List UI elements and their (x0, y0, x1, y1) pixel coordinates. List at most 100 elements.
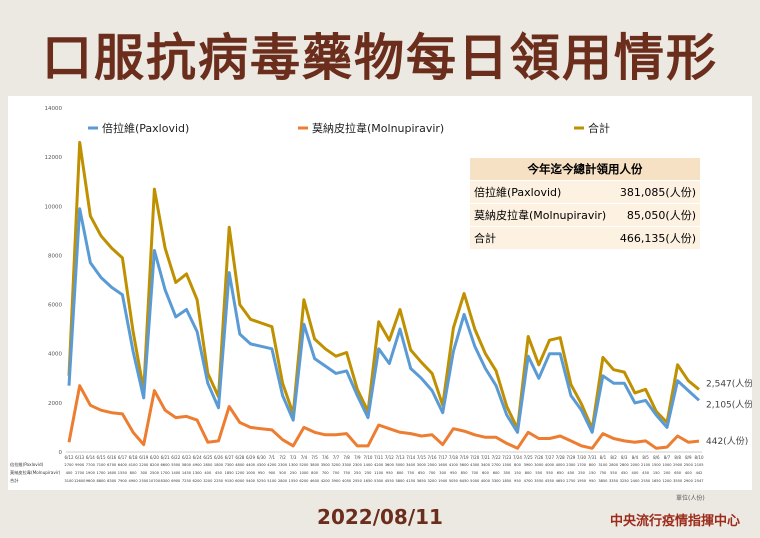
x-tick-label: 7/11 (374, 455, 383, 460)
table-cell: 2800 (203, 463, 213, 467)
x-tick-label: 7/13 (396, 455, 405, 460)
x-tick-label: 8/2 (610, 455, 617, 460)
table-cell: 5100 (267, 479, 277, 483)
table-cell: 1100 (374, 471, 384, 475)
table-cell: 3200 (427, 479, 437, 483)
report-date: 2022/08/11 (317, 505, 443, 529)
table-cell: 150 (653, 471, 661, 475)
table-cell: 900 (268, 471, 276, 475)
x-tick-label: 7/2 (279, 455, 286, 460)
table-row-label: 倍拉維(Paxlovid) (10, 461, 44, 468)
table-cell: 4300 (257, 463, 267, 467)
x-tick-label: 8/7 (664, 455, 671, 460)
table-cell: 3000 (534, 463, 544, 467)
summary-row: 莫納皮拉韋(Molnupiravir) 85,050(人份) (470, 203, 700, 227)
page-title: 口服抗病毒藥物每日領用情形 (42, 29, 718, 87)
table-cell: 800 (311, 471, 319, 475)
x-tick-label: 7/31 (588, 455, 597, 460)
legend-label: 合計 (588, 121, 610, 135)
x-tick-label: 7/21 (481, 455, 490, 460)
x-tick-label: 8/3 (621, 455, 628, 460)
x-tick-label: 7/28 (556, 455, 565, 460)
y-tick-label: 10000 (45, 204, 63, 210)
table-cell: 250 (290, 471, 298, 475)
table-cell: 4050 (342, 479, 352, 483)
table-cell: 6000 (235, 479, 245, 483)
x-tick-label: 8/1 (600, 455, 607, 460)
table-cell: 1950 (577, 479, 587, 483)
table-cell: 2000 (630, 463, 640, 467)
table-cell: 7900 (118, 479, 128, 483)
table-cell: 1500 (652, 463, 662, 467)
table-cell: 5800 (182, 463, 192, 467)
summary-header: 今年迄今總計領用人份 (470, 158, 700, 181)
x-tick-label: 7/12 (385, 455, 394, 460)
x-tick-label: 7/6 (322, 455, 329, 460)
table-cell: 1900 (438, 479, 448, 483)
x-tick-label: 7/10 (363, 455, 372, 460)
table-cell: 2400 (630, 479, 640, 483)
table-cell: 800 (397, 471, 405, 475)
table-cell: 750 (599, 471, 607, 475)
table-cell: 4650 (556, 479, 566, 483)
table-cell: 550 (610, 471, 618, 475)
summary-value: 85,050(人份) (613, 203, 700, 227)
table-cell: 700 (429, 471, 437, 475)
table-cell: 1000 (662, 463, 672, 467)
table-row-label: 合計 (10, 477, 18, 484)
table-cell: 650 (418, 471, 426, 475)
table-cell: 1400 (363, 463, 373, 467)
table-cell: 1650 (652, 479, 662, 483)
table-cell: 2800 (278, 479, 288, 483)
table-cell: 3900 (331, 479, 341, 483)
table-cell: 4150 (406, 479, 416, 483)
table-cell: 9600 (86, 479, 96, 483)
table-cell: 4200 (374, 463, 384, 467)
table-cell: 800 (525, 471, 533, 475)
table-cell: 3300 (492, 479, 502, 483)
legend-label: 倍拉維(Paxlovid) (102, 121, 189, 135)
table-cell: 6450 (460, 479, 470, 483)
table-cell: 950 (450, 471, 458, 475)
x-tick-label: 7/3 (290, 455, 297, 460)
table-cell: 2250 (214, 479, 224, 483)
table-cell: 750 (407, 471, 415, 475)
table-cell: 2550 (353, 479, 363, 483)
table-cell: 1700 (161, 471, 171, 475)
x-tick-label: 7/22 (492, 455, 501, 460)
table-cell: 3400 (406, 463, 416, 467)
table-cell: 2500 (427, 463, 437, 467)
table-cell: 1700 (96, 471, 106, 475)
table-cell: 800 (514, 463, 522, 467)
x-tick-label: 7/17 (438, 455, 447, 460)
table-cell: 4550 (545, 479, 555, 483)
table-cell: 3100 (598, 463, 608, 467)
table-cell: 5050 (449, 479, 459, 483)
series-line (67, 384, 700, 450)
table-cell: 7300 (225, 463, 235, 467)
x-tick-label: 7/23 (502, 455, 511, 460)
table-cell: 400 (66, 471, 74, 475)
y-tick-label: 4000 (48, 352, 62, 358)
line-chart: 0 2000 4000 6000 8000 10000 12000 14000 6/12 6/13… (10, 106, 752, 484)
table-cell: 1850 (225, 471, 235, 475)
table-cell: 3900 (524, 463, 534, 467)
table-cell: 1200 (662, 479, 672, 483)
table-cell: 2500 (684, 463, 694, 467)
table-cell: 950 (514, 479, 522, 483)
table-cell: 1200 (235, 471, 245, 475)
x-tick-label: 6/29 (246, 455, 255, 460)
x-tick-label: 6/14 (86, 455, 95, 460)
table-cell: 4400 (246, 463, 256, 467)
table-cell: 6400 (118, 463, 128, 467)
x-tick-label: 6/22 (171, 455, 180, 460)
table-cell: 1000 (246, 471, 256, 475)
table-cell: 400 (204, 471, 212, 475)
table-cell: 2300 (353, 463, 363, 467)
table-cell: 700 (333, 471, 341, 475)
y-tick-label: 8000 (48, 253, 62, 259)
table-cell: 550 (535, 471, 543, 475)
table-cell: 2300 (278, 463, 288, 467)
table-cell: 2200 (139, 463, 149, 467)
x-tick-label: 6/20 (150, 455, 159, 460)
